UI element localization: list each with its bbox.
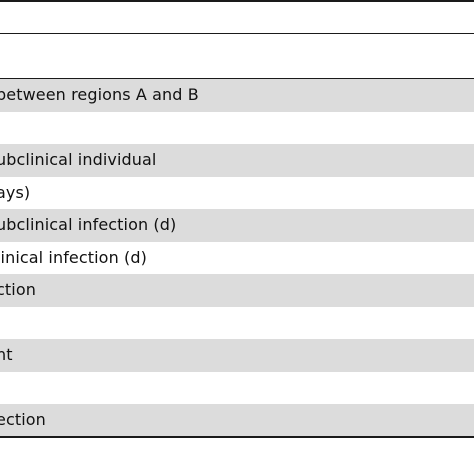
table-row: between regions A and B [0,79,474,112]
table-row [0,112,474,145]
table-row: ays) [0,177,474,210]
row-label: nt [0,345,13,364]
row-label: ays) [0,182,31,202]
row-label: ction [0,280,36,299]
header-rule [0,33,474,34]
row-label: linical infection (d) [0,247,147,267]
table-row: linical infection (d) [0,242,474,275]
table-bottom-rule [0,436,474,438]
table-top-rule [0,0,474,2]
table-row: ction [0,274,474,307]
row-label: ection [0,410,46,429]
row-label: between regions A and B [0,85,199,104]
row-label: ubclinical individual [0,150,157,169]
table-row: ubclinical infection (d) [0,209,474,242]
table-row [0,372,474,405]
table-row: nt [0,339,474,372]
table-body: between regions A and B ubclinical indiv… [0,79,474,437]
subheader-rule [0,78,474,79]
table-row: ubclinical individual [0,144,474,177]
table-row: ection [0,404,474,437]
table-row [0,307,474,340]
row-label: ubclinical infection (d) [0,215,177,234]
